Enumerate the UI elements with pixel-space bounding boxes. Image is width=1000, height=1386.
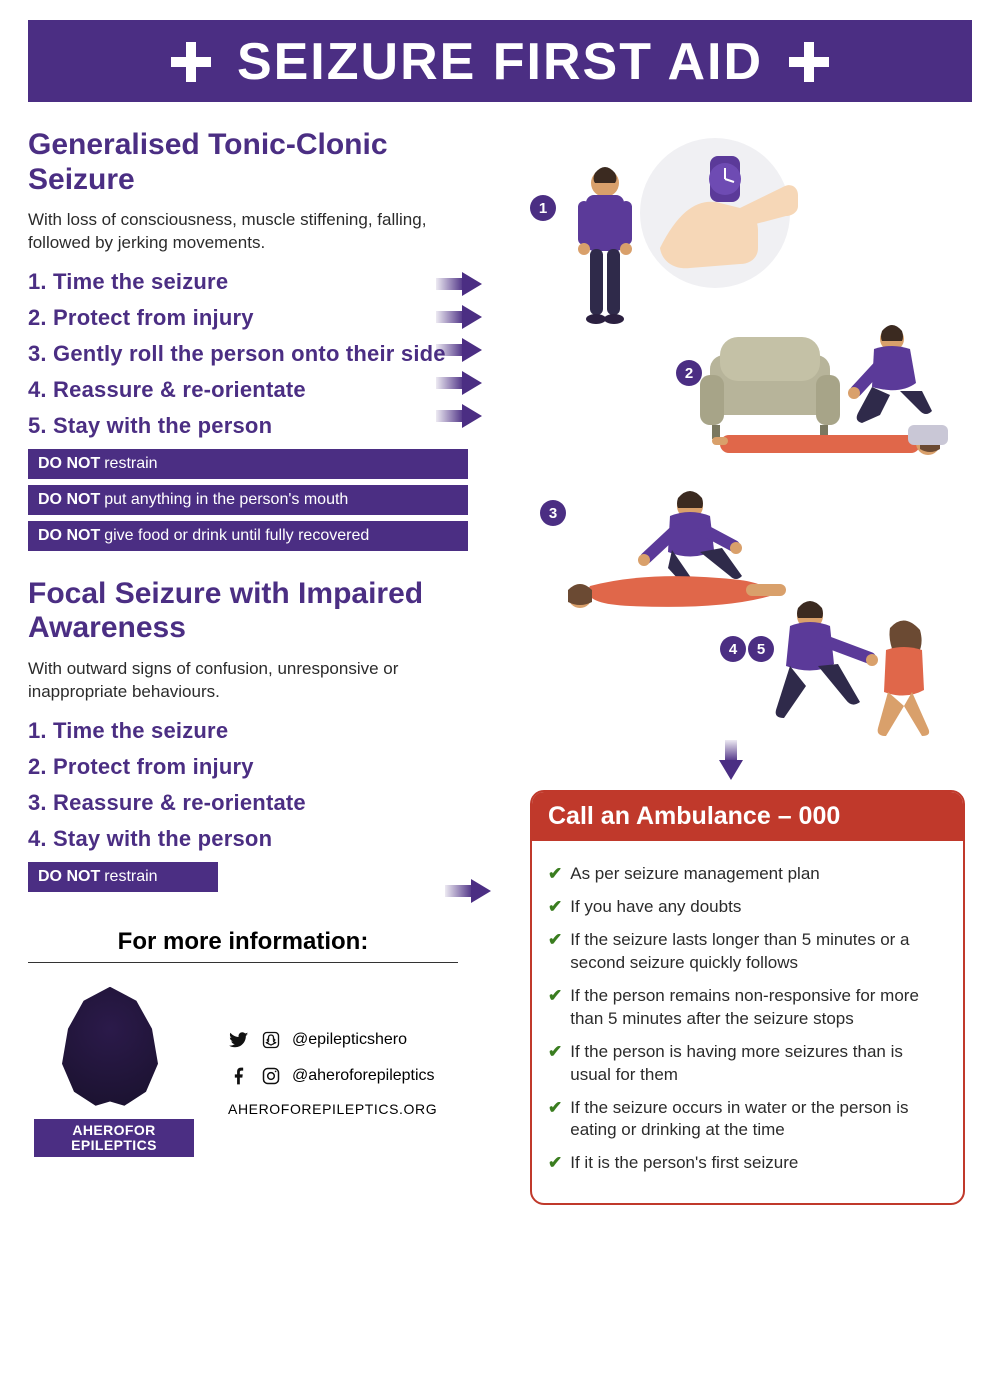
more-info: For more information: AHEROFOR EPILEPTIC…	[28, 928, 458, 1163]
arrow-down-icon	[720, 740, 744, 784]
page-title: SEIZURE FIRST AID	[237, 32, 763, 92]
social-links: @epilepticshero @aheroforepileptics AHER…	[228, 1029, 437, 1117]
donot-text: restrain	[104, 868, 157, 885]
logo-line: AHEROFOR	[72, 1122, 155, 1138]
donot-prefix: DO NOT	[38, 455, 100, 472]
check-icon: ✔	[548, 985, 562, 1031]
footer: AHEROFOR EPILEPTICS @epilepticshero	[28, 983, 458, 1163]
step-badge: 5	[748, 636, 774, 662]
twitter-icon	[228, 1029, 250, 1051]
medical-cross-icon	[169, 40, 213, 84]
facebook-icon	[228, 1065, 250, 1087]
section-description: With outward signs of confusion, unrespo…	[28, 658, 448, 704]
check-icon: ✔	[548, 1152, 562, 1175]
arrow-right-icon	[436, 273, 486, 295]
social-row: @aheroforepileptics	[228, 1065, 437, 1087]
donot-item: DO NOTrestrain	[28, 449, 468, 479]
donot-text: put anything in the person's mouth	[104, 491, 348, 508]
ambulance-text: If you have any doubts	[570, 896, 741, 919]
donot-prefix: DO NOT	[38, 868, 100, 885]
donot-prefix: DO NOT	[38, 491, 100, 508]
check-icon: ✔	[548, 863, 562, 886]
ambulance-text: If the seizure lasts longer than 5 minut…	[570, 929, 947, 975]
more-info-heading: For more information:	[28, 928, 458, 963]
check-icon: ✔	[548, 1041, 562, 1087]
ambulance-item: ✔ As per seizure management plan	[548, 863, 947, 886]
ambulance-list: ✔ As per seizure management plan ✔ If you …	[532, 841, 963, 1203]
ambulance-item: ✔ If you have any doubts	[548, 896, 947, 919]
step-badge: 2	[676, 360, 702, 386]
donot-prefix: DO NOT	[38, 527, 100, 544]
social-handle: @aheroforepileptics	[292, 1067, 435, 1085]
donot-item: DO NOTput anything in the person's mouth	[28, 485, 468, 515]
step-badge: 3	[540, 500, 566, 526]
protect-injury-illustration	[700, 315, 960, 465]
donot-text: restrain	[104, 455, 157, 472]
title-banner: SEIZURE FIRST AID	[28, 20, 972, 102]
hero-silhouette-icon	[50, 987, 170, 1127]
step-badge: 4	[720, 636, 746, 662]
ambulance-item: ✔If the person is having more seizures t…	[548, 1041, 947, 1087]
reassure-illustration	[760, 590, 960, 750]
check-icon: ✔	[548, 896, 562, 919]
arrow-right-icon	[436, 372, 486, 394]
social-row: @epilepticshero	[228, 1029, 437, 1051]
donot-item: DO NOTgive food or drink until fully rec…	[28, 521, 468, 551]
ambulance-text: If it is the person's first seizure	[570, 1152, 798, 1175]
section-description: With loss of consciousness, muscle stiff…	[28, 209, 448, 255]
logo-line: EPILEPTICS	[71, 1137, 157, 1153]
ambulance-title: Call an Ambulance – 000	[532, 792, 963, 841]
ambulance-item: ✔ If it is the person's first seizure	[548, 1152, 947, 1175]
org-logo: AHEROFOR EPILEPTICS	[28, 983, 198, 1163]
ambulance-callout: Call an Ambulance – 000 ✔ As per seizure …	[530, 790, 965, 1205]
arrow-right-icon	[436, 339, 486, 361]
check-icon: ✔	[548, 929, 562, 975]
ambulance-text: If the seizure occurs in water or the pe…	[570, 1097, 947, 1143]
ambulance-item: ✔If the person remains non-responsive fo…	[548, 985, 947, 1031]
donot-text: give food or drink until fully recovered	[104, 527, 369, 544]
step-badge: 1	[530, 195, 556, 221]
logo-text: AHEROFOR EPILEPTICS	[34, 1119, 194, 1156]
website-url: AHEROFOREPILEPTICS.ORG	[228, 1101, 437, 1117]
arrow-right-icon	[445, 880, 495, 902]
ambulance-text: If the person is having more seizures th…	[570, 1041, 947, 1087]
ambulance-item: ✔If the seizure occurs in water or the p…	[548, 1097, 947, 1143]
standing-person-illustration	[560, 165, 650, 345]
page: SEIZURE FIRST AID Generalised Tonic-Clon…	[0, 0, 1000, 1386]
arrow-right-icon	[436, 306, 486, 328]
snapchat-icon	[260, 1029, 282, 1051]
section-heading: Generalised Tonic-Clonic Seizure	[28, 128, 468, 197]
social-handle: @epilepticshero	[292, 1031, 407, 1049]
watch-hand-illustration	[640, 138, 810, 288]
step-item: 2. Protect from injury	[28, 754, 972, 780]
ambulance-text: If the person remains non-responsive for…	[570, 985, 947, 1031]
step-item: 1. Time the seizure	[28, 269, 972, 295]
ambulance-item: ✔If the seizure lasts longer than 5 minu…	[548, 929, 947, 975]
check-icon: ✔	[548, 1097, 562, 1143]
arrow-right-icon	[436, 405, 486, 427]
section-heading: Focal Seizure with Impaired Awareness	[28, 577, 468, 646]
donot-item: DO NOTrestrain	[28, 862, 218, 892]
instagram-icon	[260, 1065, 282, 1087]
medical-cross-icon	[787, 40, 831, 84]
ambulance-text: As per seizure management plan	[570, 863, 819, 886]
